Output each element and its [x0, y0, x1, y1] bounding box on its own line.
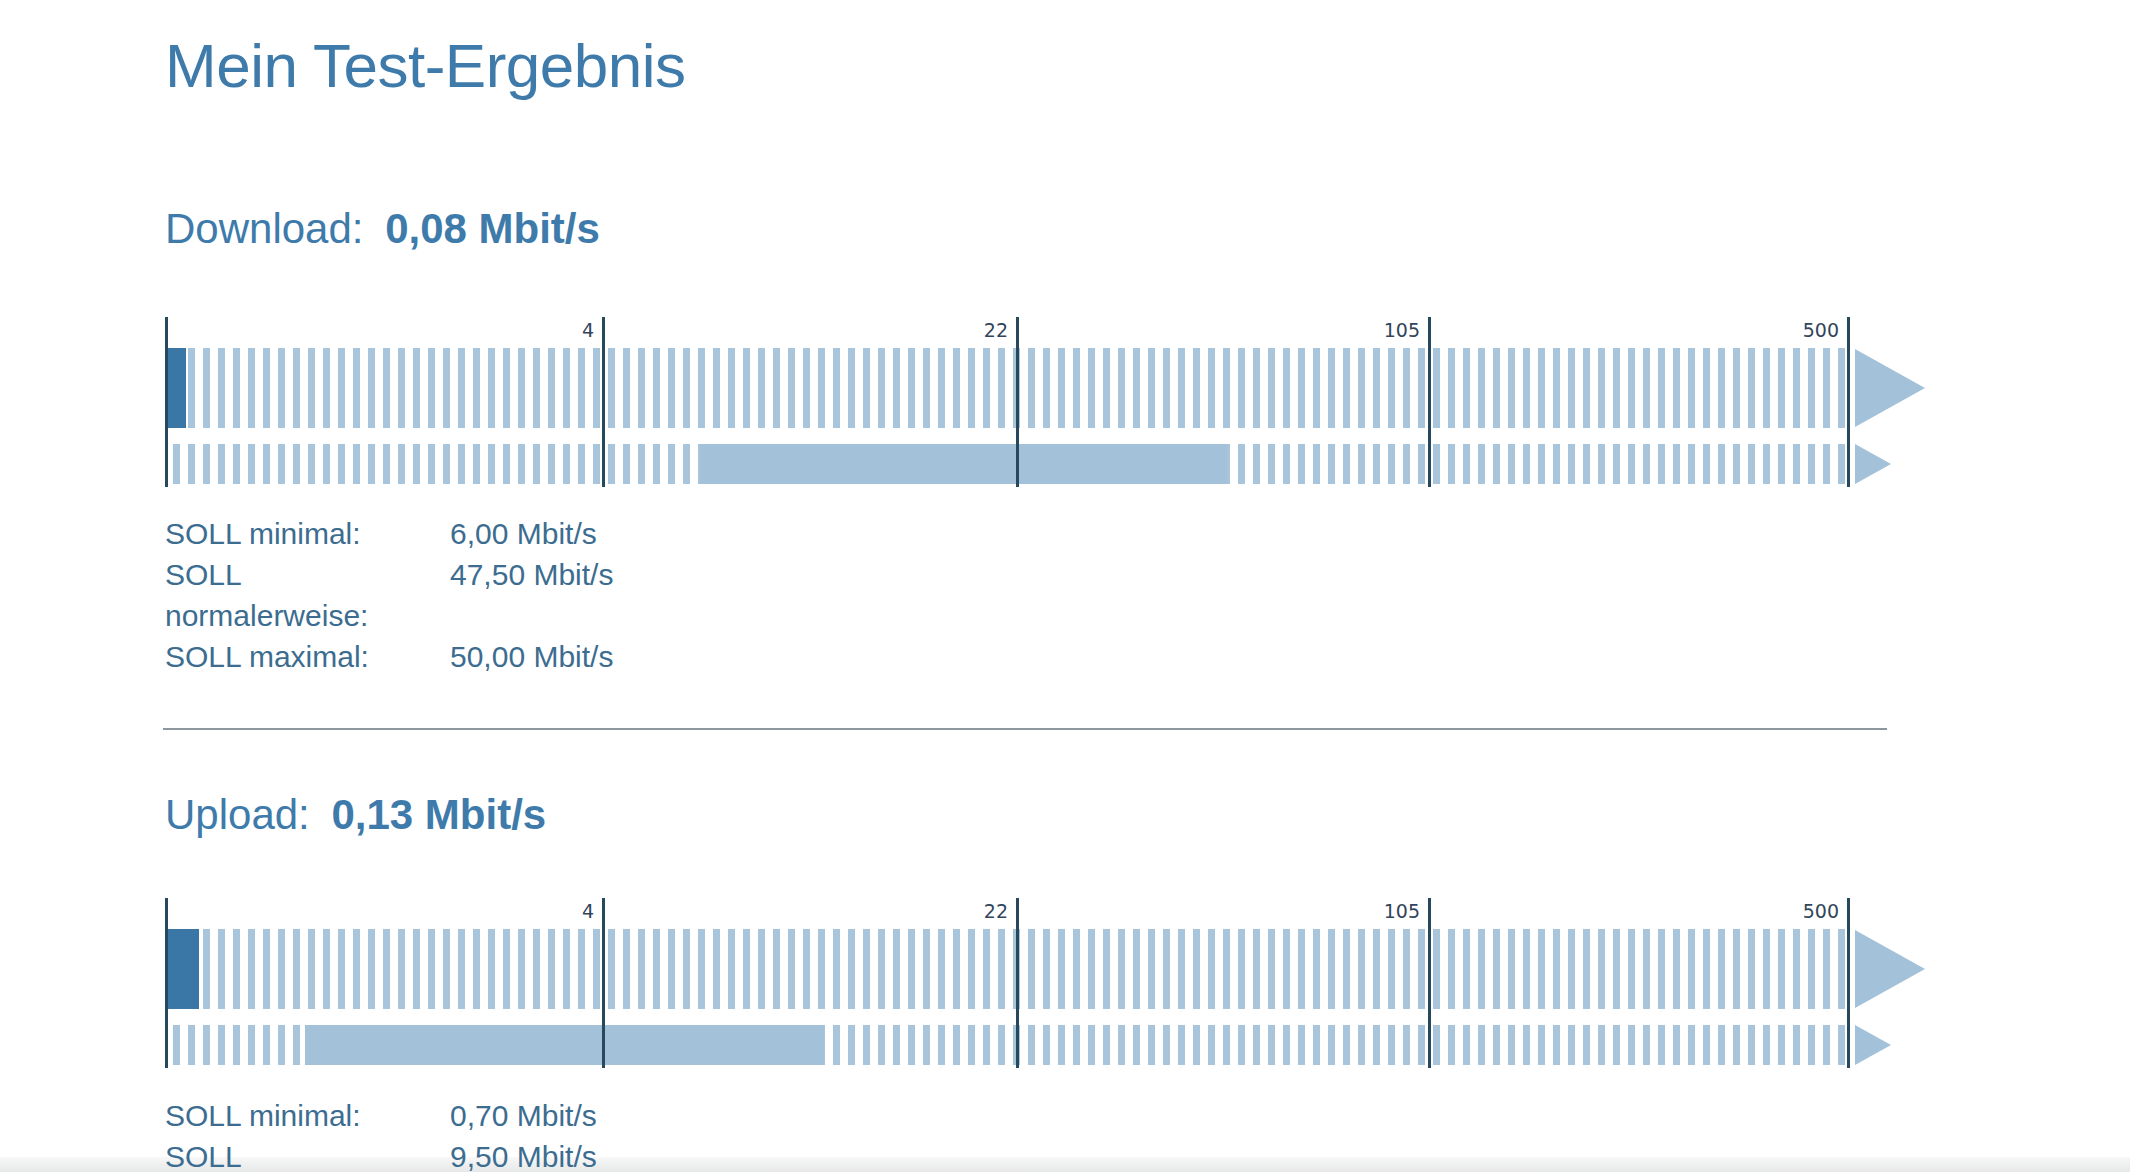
measured-value-bar	[165, 348, 186, 428]
soll-label: SOLL minimal:	[165, 513, 450, 554]
scale-tick-label: 22	[938, 900, 1008, 922]
scale-tick	[1016, 898, 1019, 1068]
soll-value: 0,70 Mbit/s	[450, 1095, 613, 1136]
upload-heading: Upload: 0,13 Mbit/s	[165, 791, 2130, 839]
scale-tick-label: 105	[1350, 900, 1420, 922]
arrow-right-icon	[1855, 930, 1925, 1008]
scale-tick-label: 4	[524, 900, 594, 922]
scale-tick	[602, 898, 605, 1068]
download-heading-label: Download:	[165, 205, 363, 252]
upload-soll-table: SOLL minimal: 0,70 Mbit/s SOLL normalerw…	[165, 1095, 613, 1172]
scale-tick-label: 500	[1769, 900, 1839, 922]
target-range-bar	[305, 1025, 824, 1065]
soll-label: SOLL normalerweise:	[165, 554, 450, 636]
soll-value: 47,50 Mbit/s	[450, 554, 613, 636]
scale-tick-label: 22	[938, 319, 1008, 341]
arrow-right-icon	[1855, 349, 1925, 427]
arrow-right-small-icon	[1855, 444, 1891, 484]
scale-tick	[1428, 898, 1431, 1068]
soll-value: 50,00 Mbit/s	[450, 636, 613, 677]
scale-tick	[1016, 317, 1019, 487]
scale-tick	[602, 317, 605, 487]
upload-gauge: 4 22 105 500	[165, 898, 1935, 1068]
section-divider	[163, 728, 1887, 730]
soll-label: SOLL normalerweise:	[165, 1136, 450, 1172]
gauge-start-line	[165, 898, 168, 1068]
download-heading: Download: 0,08 Mbit/s	[165, 205, 2130, 253]
measured-rail	[165, 348, 1847, 428]
measured-value-bar	[165, 929, 199, 1009]
soll-value: 6,00 Mbit/s	[450, 513, 613, 554]
arrow-right-small-icon	[1855, 1025, 1891, 1065]
gauge-start-line	[165, 317, 168, 487]
soll-label: SOLL maximal:	[165, 636, 450, 677]
scale-tick	[1428, 317, 1431, 487]
download-heading-value: 0,08 Mbit/s	[385, 205, 600, 252]
scale-tick	[1847, 898, 1850, 1068]
scale-tick	[1847, 317, 1850, 487]
target-range-bar	[700, 444, 1227, 484]
scale-tick-label: 500	[1769, 319, 1839, 341]
measured-rail	[165, 929, 1847, 1009]
scale-tick-label: 4	[524, 319, 594, 341]
upload-heading-value: 0,13 Mbit/s	[331, 791, 546, 838]
page-title: Mein Test-Ergebnis	[165, 30, 2130, 101]
upload-heading-label: Upload:	[165, 791, 310, 838]
soll-label: SOLL minimal:	[165, 1095, 450, 1136]
result-page: Mein Test-Ergebnis Download: 0,08 Mbit/s…	[0, 30, 2130, 1172]
soll-value: 9,50 Mbit/s	[450, 1136, 613, 1172]
download-gauge: 4 22 105 500	[165, 317, 1935, 487]
scale-tick-label: 105	[1350, 319, 1420, 341]
download-soll-table: SOLL minimal: 6,00 Mbit/s SOLL normalerw…	[165, 513, 613, 677]
